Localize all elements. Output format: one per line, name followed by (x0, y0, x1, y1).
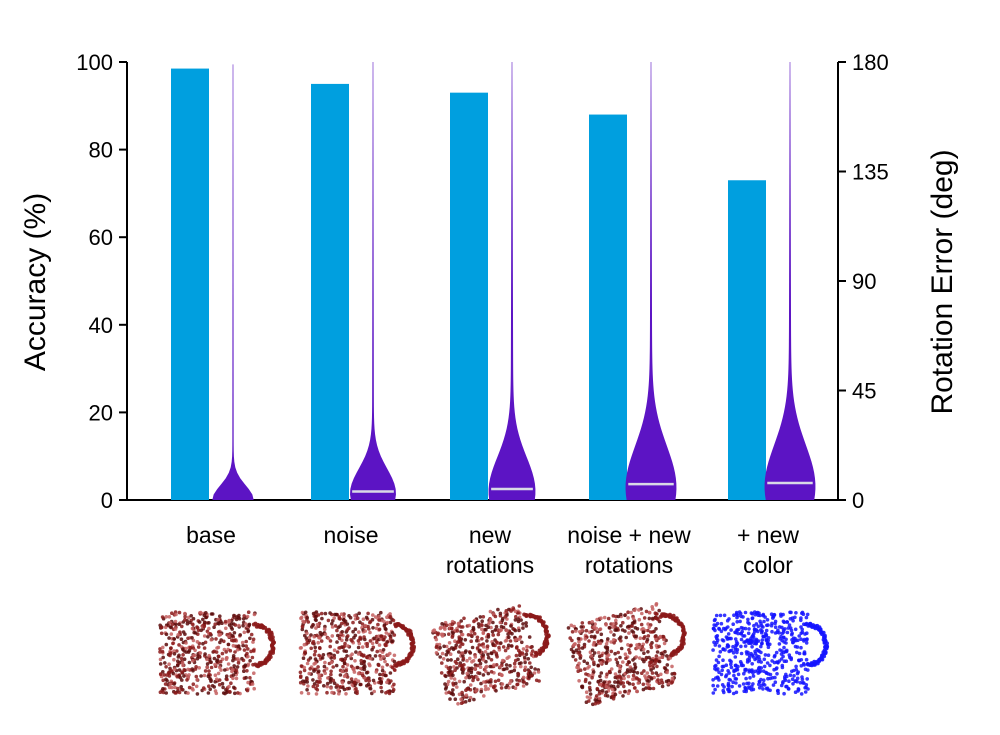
category-label: new (469, 522, 512, 548)
category-label: color (743, 552, 793, 578)
rotation-error-violins (212, 62, 816, 501)
rotation-error-violin (625, 62, 677, 500)
mug-pointcloud-icon (711, 610, 830, 696)
y-tick-label-right: 180 (852, 50, 889, 75)
mug-thumbnails (158, 602, 830, 707)
accuracy-bar (311, 83, 349, 501)
y-tick-label-right: 45 (852, 379, 876, 404)
mug-pointcloud-icon (298, 610, 416, 696)
y-tick-label-right: 0 (852, 488, 864, 513)
category-labels: base noise new rotations noise + new rotation… (186, 522, 799, 578)
y-tick-label-right: 90 (852, 269, 876, 294)
y-tick-label-right: 135 (852, 160, 889, 185)
y-tick-label-left: 80 (89, 138, 113, 163)
accuracy-bar (450, 92, 488, 500)
rotation-error-violin (488, 62, 536, 500)
category-label: rotations (585, 552, 673, 578)
category-label: noise (324, 522, 379, 548)
rotation-error-violin (212, 64, 254, 501)
y-tick-label-left: 40 (89, 313, 113, 338)
category-label: + new (737, 522, 799, 548)
y-tick-label-left: 60 (89, 225, 113, 250)
accuracy-bar (589, 114, 627, 500)
category-label: noise + new (567, 522, 691, 548)
accuracy-bars (171, 68, 766, 501)
accuracy-bar (171, 68, 209, 500)
mug-pointcloud-icon (431, 604, 551, 706)
accuracy-bar (728, 180, 766, 500)
category-label: rotations (446, 552, 534, 578)
y-tick-label-left: 0 (101, 488, 113, 513)
mug-pointcloud-icon (566, 602, 687, 707)
ticks: 0 20 40 60 80 100 0 45 90 135 180 (76, 50, 888, 513)
y-axis-label-right: Rotation Error (deg) (926, 149, 959, 414)
rotation-error-violin (350, 62, 396, 500)
y-tick-label-left: 100 (76, 50, 113, 75)
category-label: base (186, 522, 236, 548)
y-tick-label-left: 20 (89, 400, 113, 425)
y-axis-label-left: Accuracy (%) (19, 193, 52, 371)
rotation-error-violin (764, 62, 816, 500)
mug-pointcloud-icon (158, 610, 276, 696)
